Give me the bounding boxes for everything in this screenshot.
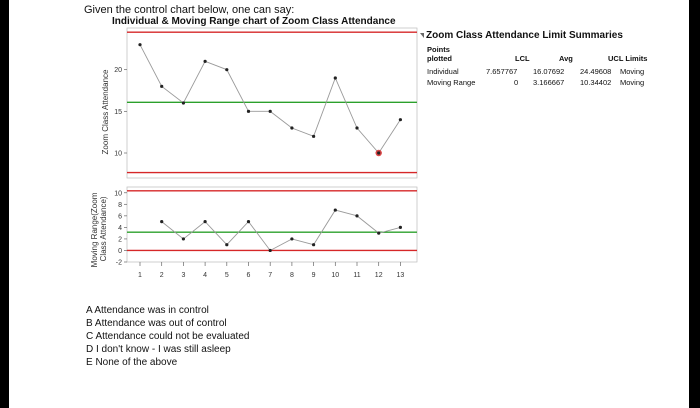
chart-title: Individual & Moving Range chart of Zoom …: [112, 16, 396, 27]
individual-point: [398, 118, 402, 122]
moving-range-ytick-label: -2: [116, 260, 122, 267]
individual-point: [181, 101, 185, 105]
x-tick-label: 7: [268, 272, 272, 279]
limit-summary-title-text: Zoom Class Attendance Limit Summaries: [426, 30, 623, 41]
x-tick-label: 4: [203, 272, 207, 279]
moving-range-point: [268, 248, 272, 253]
individual-lcl: 7.657767: [486, 67, 518, 76]
individual-row-label: Individual: [427, 67, 459, 76]
avg-header: Avg: [559, 54, 573, 63]
moving-range-series-line: [161, 209, 401, 252]
points-label: Points: [427, 45, 450, 54]
individual-avg: 16.07692: [533, 67, 565, 76]
individual-ytick-label: 10: [114, 151, 122, 158]
moving-range-y-axis-label-line1: Moving Range(Zoom Class Attendance): [90, 192, 108, 267]
moving-range-lcl: 0: [514, 78, 519, 87]
moving-range-point: [225, 243, 229, 247]
left-border: [0, 0, 9, 408]
moving-range-point: [181, 237, 185, 241]
moving-range-ytick-label: 4: [118, 225, 122, 232]
individual-series-line: [139, 44, 401, 154]
moving-range-point: [355, 214, 359, 218]
individual-point: [268, 109, 272, 113]
individual-point: [246, 109, 251, 113]
individual-point: [290, 126, 294, 130]
x-axis: 1 2 3 4 5 6 7 8 9 10 11 12 13: [138, 262, 404, 279]
moving-range-row-label: Moving Range: [427, 78, 476, 87]
individual-point: [138, 43, 142, 47]
x-tick-label: 12: [375, 272, 383, 279]
moving-range-ucl: 10.34402: [580, 78, 612, 87]
limit-summary-title[interactable]: Zoom Class Attendance Limit Summaries: [420, 30, 692, 41]
moving-range-ytick-label: 0: [118, 248, 122, 255]
moving-range-point: [160, 220, 164, 224]
individual-point: [160, 84, 164, 88]
option-e[interactable]: E None of the above: [86, 357, 178, 368]
x-tick-label: 5: [225, 272, 229, 279]
x-tick-label: 11: [353, 272, 360, 279]
individual-ucl: 24.49608: [580, 67, 612, 76]
moving-range-point: [290, 237, 294, 241]
moving-range-point: [333, 208, 337, 212]
plotted-label: plotted: [427, 54, 452, 63]
moving-range-avg: 3.166667: [533, 78, 565, 87]
moving-range-ytick-label: 8: [118, 202, 122, 209]
ucl-header: UCL Limits: [608, 54, 648, 63]
moving-range-point: [312, 243, 316, 247]
right-border: [689, 0, 700, 408]
x-tick-label: 9: [312, 272, 316, 279]
moving-range-ylabel-part2: Class Attendance): [99, 196, 108, 263]
x-tick-label: 13: [397, 272, 405, 279]
moving-range-point: [246, 220, 251, 224]
individual-point: [203, 59, 207, 63]
moving-range-ytick-label: 10: [114, 190, 122, 197]
x-tick-label: 2: [160, 272, 164, 279]
option-b[interactable]: B Attendance was out of control: [86, 318, 227, 329]
individual-limits: Moving: [620, 67, 645, 76]
moving-range-point: [377, 231, 381, 235]
moving-range-point: [203, 220, 207, 224]
individual-point: [225, 68, 229, 72]
moving-range-ytick-label: 6: [118, 213, 122, 220]
option-d[interactable]: D I don't know - I was still asleep: [86, 344, 231, 355]
individual-point: [333, 76, 337, 80]
individual-y-axis-label: Zoom Class Attendance: [101, 69, 110, 154]
limit-summary-panel: Zoom Class Attendance Limit Summaries Po…: [420, 30, 692, 101]
disclosure-triangle-icon: [420, 32, 424, 38]
points-plotted-header: Points plotted: [427, 45, 452, 63]
x-tick-label: 10: [331, 272, 339, 279]
individual-ytick-label: 15: [114, 109, 122, 116]
lcl-header: LCL: [515, 54, 530, 63]
individual-chart: 10 15 20: [114, 27, 418, 179]
individual-point: [312, 134, 316, 138]
option-a[interactable]: A Attendance was in control: [86, 305, 209, 316]
x-tick-label: 3: [181, 272, 185, 279]
individual-point: [355, 126, 359, 130]
moving-range-point: [398, 225, 402, 229]
individual-ytick-label: 20: [114, 67, 122, 74]
question-text: Given the control chart below, one can s…: [84, 4, 295, 16]
x-tick-label: 8: [290, 272, 294, 279]
answer-options: A Attendance was in control B Attendance…: [86, 304, 249, 369]
option-c[interactable]: C Attendance could not be evaluated: [86, 331, 250, 342]
moving-range-chart: -2 0 2 4 6 8 10: [114, 186, 418, 267]
moving-range-ytick-label: 2: [118, 236, 122, 243]
x-tick-label: 6: [247, 272, 251, 279]
x-tick-label: 1: [138, 272, 142, 279]
moving-range-limits: Moving: [620, 78, 645, 87]
individual-point: [377, 151, 381, 155]
moving-range-ylabel-part1: Moving Range(Zoom: [90, 192, 99, 267]
moving-range-frame: [126, 186, 418, 263]
